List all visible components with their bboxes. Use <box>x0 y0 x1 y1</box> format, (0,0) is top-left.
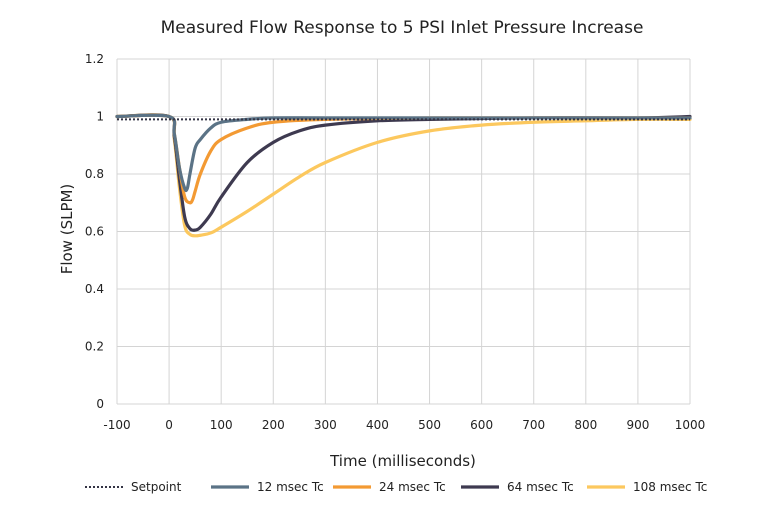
x-axis-label: Time (milliseconds) <box>329 452 476 470</box>
x-tick-label: 400 <box>366 418 389 432</box>
x-tick-label: 1000 <box>675 418 706 432</box>
series-lines <box>115 113 692 238</box>
y-tick-label: 1.2 <box>85 52 104 66</box>
x-tick-label: 500 <box>418 418 441 432</box>
legend-label-setpoint: Setpoint <box>131 480 182 494</box>
x-tick-label: -100 <box>103 418 130 432</box>
x-tick-label: 100 <box>210 418 233 432</box>
x-tick-label: 300 <box>314 418 337 432</box>
series-line-64-msec-tc <box>115 113 692 232</box>
legend-label-64-msec-tc: 64 msec Tc <box>507 480 574 494</box>
legend-label-108-msec-tc: 108 msec Tc <box>633 480 707 494</box>
x-tick-label: 700 <box>522 418 545 432</box>
y-tick-label: 1 <box>96 110 104 124</box>
legend-label-24-msec-tc: 24 msec Tc <box>379 480 446 494</box>
y-tick-label: 0.2 <box>85 340 104 354</box>
y-tick-label: 0.8 <box>85 167 104 181</box>
x-tick-label: 800 <box>574 418 597 432</box>
y-axis-label: Flow (SLPM) <box>58 184 76 275</box>
x-tick-label: 900 <box>626 418 649 432</box>
gridlines <box>116 58 691 405</box>
series-line-24-msec-tc <box>115 113 692 205</box>
x-axis-ticks: -100 0 100 200 300 400 500 600 700 800 900 1000 <box>103 418 705 432</box>
x-tick-label: 0 <box>165 418 173 432</box>
chart-title: Measured Flow Response to 5 PSI Inlet Pr… <box>161 18 644 38</box>
y-tick-label: 0.6 <box>85 225 104 239</box>
x-tick-label: 200 <box>262 418 285 432</box>
series-line-12-msec-tc <box>115 113 692 193</box>
legend-label-12-msec-tc: 12 msec Tc <box>257 480 324 494</box>
legend: Setpoint 12 msec Tc 24 msec Tc 64 msec Tc 10… <box>85 480 707 494</box>
x-tick-label: 600 <box>470 418 493 432</box>
y-axis-ticks: 0 0.2 0.4 0.6 0.8 1 1.2 <box>85 52 104 411</box>
y-tick-label: 0.4 <box>85 282 104 296</box>
series-line-108-msec-tc <box>115 113 692 238</box>
y-tick-label: 0 <box>96 397 104 411</box>
